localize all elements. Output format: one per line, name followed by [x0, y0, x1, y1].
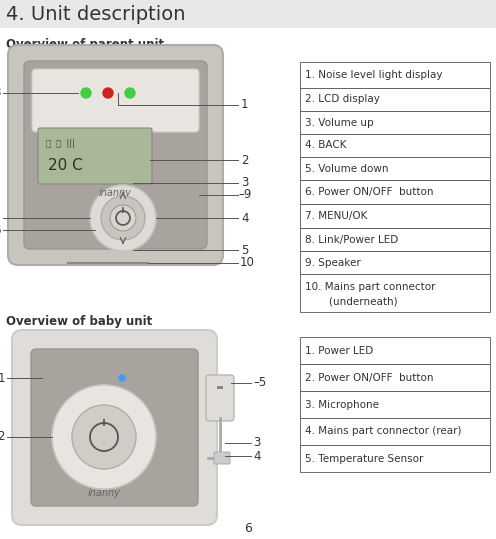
Bar — [300, 180, 490, 204]
Text: 3: 3 — [241, 176, 248, 190]
Text: 4. BACK: 4. BACK — [305, 141, 347, 150]
Text: Overview of parent unit: Overview of parent unit — [6, 38, 164, 51]
Text: 2. LCD display: 2. LCD display — [305, 94, 380, 105]
Bar — [300, 274, 490, 312]
Circle shape — [110, 205, 136, 231]
FancyBboxPatch shape — [31, 349, 198, 506]
Text: Overview of baby unit: Overview of baby unit — [6, 315, 152, 328]
Text: 2. Power ON/OFF  button: 2. Power ON/OFF button — [305, 372, 434, 383]
Bar — [300, 62, 490, 88]
Text: 5: 5 — [241, 244, 248, 257]
Text: 20 C: 20 C — [48, 158, 83, 174]
Circle shape — [103, 88, 113, 98]
Text: 10. Mains part connector: 10. Mains part connector — [305, 282, 435, 292]
Text: –9: –9 — [238, 189, 251, 202]
Text: 2: 2 — [241, 154, 248, 167]
Text: 5. Temperature Sensor: 5. Temperature Sensor — [305, 453, 424, 464]
Text: 6: 6 — [0, 224, 1, 237]
Text: 3. Volume up: 3. Volume up — [305, 118, 373, 128]
Bar — [300, 228, 490, 251]
Circle shape — [101, 196, 145, 240]
Text: 1: 1 — [241, 99, 248, 112]
FancyBboxPatch shape — [12, 330, 217, 525]
Bar — [300, 337, 490, 364]
Text: 5. Volume down: 5. Volume down — [305, 163, 388, 174]
Circle shape — [119, 375, 125, 381]
Text: 🔊  📡  |||: 🔊 📡 ||| — [46, 140, 75, 149]
FancyBboxPatch shape — [8, 45, 223, 265]
Text: 3: 3 — [253, 437, 260, 450]
Bar — [300, 391, 490, 418]
Bar — [300, 111, 490, 134]
Circle shape — [72, 405, 136, 469]
Text: 6. Power ON/OFF  button: 6. Power ON/OFF button — [305, 187, 434, 197]
Text: 1: 1 — [0, 371, 5, 384]
Text: 8. Link/Power LED: 8. Link/Power LED — [305, 234, 398, 245]
Text: 4. Mains part connector (rear): 4. Mains part connector (rear) — [305, 426, 461, 437]
Bar — [300, 134, 490, 157]
Circle shape — [52, 385, 156, 489]
Bar — [300, 157, 490, 180]
Text: 3. Microphone: 3. Microphone — [305, 399, 379, 410]
Text: 2: 2 — [0, 431, 5, 444]
Text: 6: 6 — [244, 522, 252, 535]
Bar — [300, 418, 490, 445]
Text: inanny: inanny — [99, 188, 131, 198]
Bar — [217, 386, 223, 389]
Bar — [300, 364, 490, 391]
Text: 7. MENU/OK: 7. MENU/OK — [305, 211, 368, 221]
Text: 1. Power LED: 1. Power LED — [305, 345, 373, 356]
Text: (underneath): (underneath) — [316, 296, 398, 306]
Text: –5: –5 — [253, 377, 266, 390]
Bar — [300, 88, 490, 111]
Text: 4: 4 — [241, 211, 248, 225]
Circle shape — [81, 88, 91, 98]
FancyBboxPatch shape — [206, 375, 234, 421]
FancyBboxPatch shape — [24, 61, 207, 249]
Text: 8: 8 — [0, 86, 1, 100]
Circle shape — [125, 88, 135, 98]
Bar — [300, 445, 490, 472]
Text: 7: 7 — [0, 211, 1, 225]
FancyBboxPatch shape — [38, 128, 152, 184]
Bar — [0, 0, 496, 28]
Bar — [300, 204, 490, 228]
Text: inanny: inanny — [88, 488, 121, 498]
Text: 1. Noise level light display: 1. Noise level light display — [305, 70, 442, 80]
Circle shape — [90, 185, 156, 251]
Bar — [300, 251, 490, 274]
Text: 9. Speaker: 9. Speaker — [305, 258, 361, 267]
Text: 4. Unit description: 4. Unit description — [6, 4, 186, 24]
FancyBboxPatch shape — [214, 452, 230, 464]
Text: 4: 4 — [253, 450, 260, 462]
FancyBboxPatch shape — [32, 69, 199, 132]
Text: 10: 10 — [240, 257, 255, 270]
